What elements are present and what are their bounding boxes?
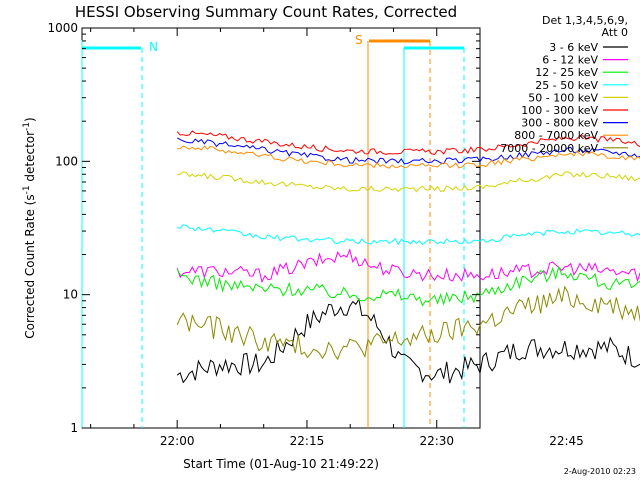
detector-info-line-2: Att 0	[602, 26, 628, 39]
chart-title: HESSI Observing Summary Count Rates, Cor…	[75, 3, 457, 21]
x-tick-label: 22:45	[549, 434, 584, 448]
legend-label-1: 6 - 12 keV	[542, 54, 598, 67]
y-tick-label: 1000	[47, 21, 78, 35]
y-tick-label: 100	[55, 154, 78, 168]
legend-label-6: 300 - 800 keV	[521, 117, 598, 130]
series-line-2	[176, 265, 640, 307]
series-line-3	[177, 224, 640, 246]
n-label: N	[149, 40, 158, 54]
series-line-4	[177, 171, 640, 193]
legend-label-8: 7000 - 20000 keV	[500, 142, 598, 155]
legend-label-0: 3 - 6 keV	[549, 41, 598, 54]
x-tick-label: 22:00	[160, 434, 195, 448]
detector-info-line-1: Det 1,3,4,5,6,9,	[542, 14, 628, 27]
legend-label-7: 800 - 7000 keV	[514, 129, 598, 142]
legend-label-5: 100 - 300 keV	[521, 104, 598, 117]
x-tick-label: 22:15	[290, 434, 325, 448]
y-axis-label: Corrected Count Rate (s-1 detector-1)	[22, 117, 37, 338]
series-line-8	[176, 285, 640, 361]
series-line-7	[177, 145, 640, 169]
legend-label-4: 50 - 100 keV	[528, 91, 598, 104]
timestamp: 2-Aug-2010 02:23	[564, 467, 636, 476]
x-tick-label: 22:30	[419, 434, 454, 448]
series-line-6	[176, 137, 640, 165]
series-lines	[176, 130, 640, 384]
series-line-5	[176, 130, 640, 155]
x-axis-label: Start Time (01-Aug-10 21:49:22)	[183, 457, 379, 471]
legend-label-2: 12 - 25 keV	[535, 66, 598, 79]
y-tick-label: 10	[63, 288, 78, 302]
y-tick-label: 1	[70, 421, 78, 435]
observing-bars	[81, 39, 465, 428]
s-label: S	[355, 33, 363, 47]
y-axis-ticks: 1 10 100 1000	[47, 21, 480, 435]
series-line-1	[176, 248, 640, 284]
legend-label-3: 25 - 50 keV	[535, 79, 598, 92]
series-line-0	[176, 297, 640, 384]
